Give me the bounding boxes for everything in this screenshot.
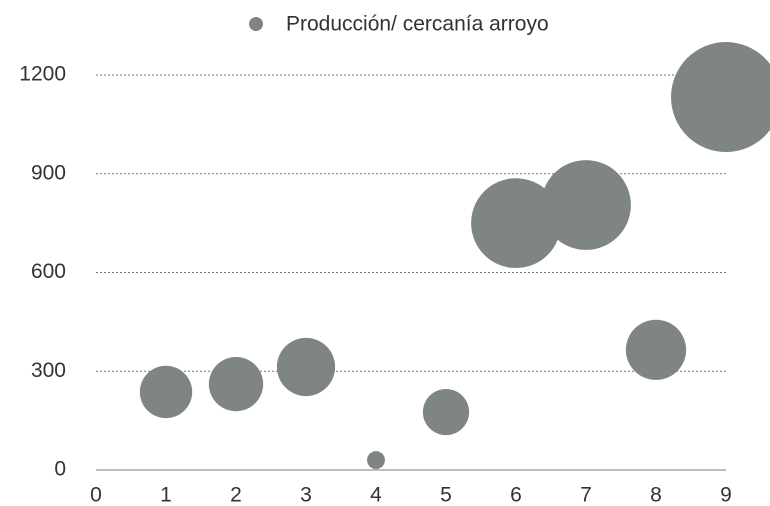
x-tick-label: 3	[300, 484, 312, 506]
y-tick-label: 1200	[19, 63, 66, 86]
x-tick-label: 7	[580, 484, 592, 506]
bubble	[422, 388, 470, 436]
x-tick-label: 8	[650, 484, 662, 506]
x-tick-label: 6	[510, 484, 522, 506]
x-tick-label: 9	[720, 484, 732, 506]
y-tick-label: 900	[31, 161, 66, 184]
x-tick-label: 2	[230, 484, 242, 506]
bubble	[139, 365, 193, 419]
x-tick-label: 5	[440, 484, 452, 506]
x-tick-label: 0	[90, 484, 102, 506]
x-tick-label: 4	[370, 484, 382, 506]
bubble	[625, 319, 687, 380]
legend-label: Producción/ cercanía arroyo	[286, 13, 549, 36]
bubble	[671, 42, 770, 153]
bubble	[541, 160, 631, 250]
legend-marker	[249, 17, 263, 31]
bubble	[276, 337, 336, 397]
bubble	[208, 356, 264, 412]
bubble	[367, 451, 385, 470]
y-tick-label: 0	[54, 458, 66, 481]
x-tick-label: 1	[160, 484, 172, 506]
y-tick-label: 300	[31, 359, 66, 382]
y-tick-label: 600	[31, 260, 66, 283]
bubble	[471, 178, 561, 269]
